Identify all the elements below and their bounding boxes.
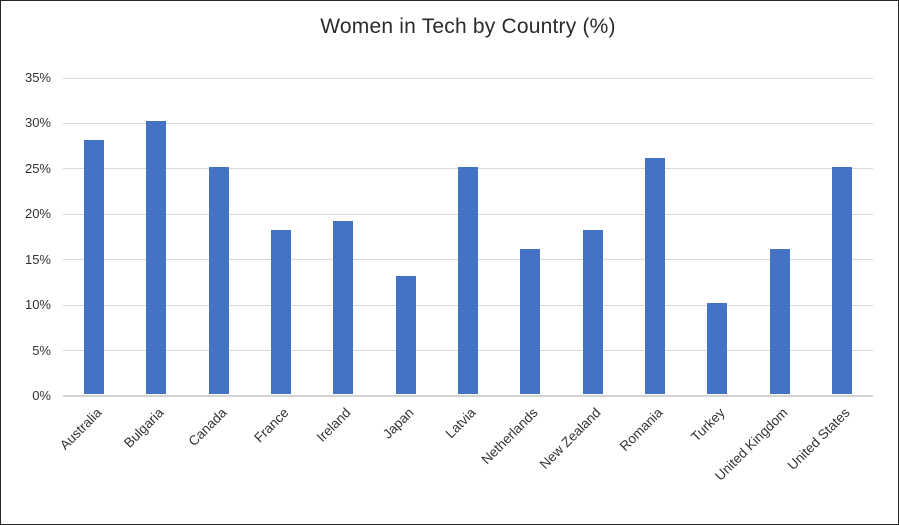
y-tick-label: 0% [32,388,51,403]
y-tick-label: 35% [24,70,51,85]
bar-ireland [333,221,354,394]
gridline [63,122,873,124]
x-tick-label: France [251,405,292,446]
bar-canada [208,166,229,394]
bar-latvia [458,166,478,394]
y-tick-label: 25% [24,160,51,176]
bar-romania [644,157,665,394]
x-tick-label: United Kingdom [711,405,791,484]
bar-france [271,230,292,394]
x-tick-label: New Zealand [536,405,604,472]
x-tick-label: Canada [185,405,230,450]
x-tick-label: Netherlands [478,405,541,468]
x-tick-label: Turkey [688,405,728,445]
x-tick-label: Australia [57,405,105,453]
gridline [63,77,873,79]
x-axis-line [63,395,873,397]
bar-japan [395,275,416,394]
x-tick-label: Romania [616,405,666,454]
bar-bulgaria [146,121,167,394]
plot-area [63,77,873,397]
bar-turkey [707,303,728,394]
x-tick-label: United States [784,405,853,473]
chart-title: Women in Tech by Country (%) [320,15,616,38]
y-tick-label: 20% [24,206,51,222]
y-tick-label: 10% [24,297,51,313]
x-tick-label: Latvia [442,405,479,442]
x-tick-label: Japan [379,405,417,442]
bar-united-kingdom [769,248,790,394]
bar-australia [84,139,105,394]
bar-new-zealand [582,230,603,394]
bar-netherlands [520,248,541,394]
y-tick-label: 5% [32,342,51,358]
y-tick-label: 15% [24,251,51,267]
x-tick-label: Bulgaria [121,405,168,451]
y-tick-label: 30% [24,115,51,131]
x-tick-label: Ireland [314,405,354,445]
bar-united-states [831,166,852,394]
